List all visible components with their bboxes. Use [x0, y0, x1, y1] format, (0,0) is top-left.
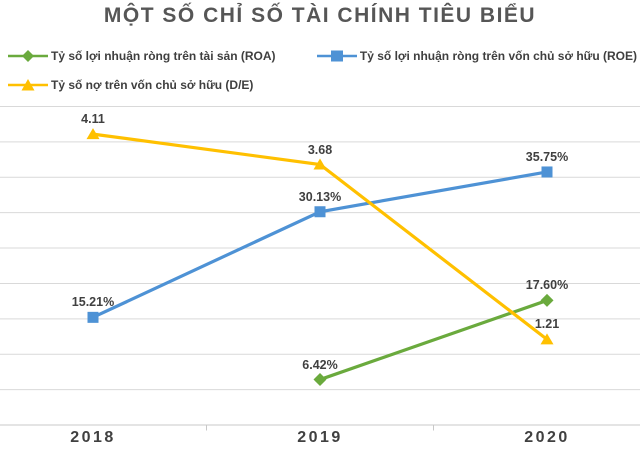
data-label: 6.42%	[302, 357, 338, 372]
data-label: 15.21%	[71, 295, 115, 310]
chart-title: MỘT SỐ CHỈ SỐ TÀI CHÍNH TIÊU BIỂU	[103, 4, 537, 27]
legend-item-de: Tỷ số nợ trên vốn chủ sở hữu (D/E)	[8, 78, 253, 92]
series-line-0	[318, 298, 549, 382]
legend-marker-de-triangle-icon	[8, 79, 48, 91]
triangle-marker	[313, 158, 327, 170]
square-marker	[314, 206, 326, 218]
diamond-marker	[540, 293, 554, 307]
triangle-marker	[86, 128, 100, 140]
x-axis-label-2018: 2018	[70, 429, 116, 446]
data-label: 35.75%	[525, 149, 569, 164]
data-label: 1.21	[534, 317, 560, 332]
legend-marker-roe-square-icon	[316, 50, 357, 62]
x-axis-label-2019: 2019	[297, 429, 343, 446]
legend-label-de: Tỷ số nợ trên vốn chủ sở hữu (D/E)	[51, 78, 254, 92]
square-marker	[87, 311, 99, 323]
data-label: 4.11	[81, 112, 105, 127]
data-label: 3.68	[307, 142, 333, 157]
data-label: 17.60%	[525, 278, 569, 293]
legend-item-roa: Tỷ số lợi nhuận ròng trên tài sản (ROA)	[8, 49, 276, 63]
x-axis-label-2020: 2020	[524, 429, 570, 446]
triangle-marker	[540, 333, 554, 345]
diamond-marker	[313, 373, 327, 387]
legend-label-roe: Tỷ số lợi nhuận ròng trên vốn chủ sở hữu…	[359, 49, 637, 63]
legend-item-roe: Tỷ số lợi nhuận ròng trên vốn chủ sở hữu…	[316, 49, 637, 63]
legend-marker-roa-diamond-icon	[8, 50, 48, 62]
square-marker	[541, 166, 553, 178]
legend-label-roa: Tỷ số lợi nhuận ròng trên tài sản (ROA)	[51, 49, 276, 63]
data-label: 30.13%	[298, 189, 342, 204]
